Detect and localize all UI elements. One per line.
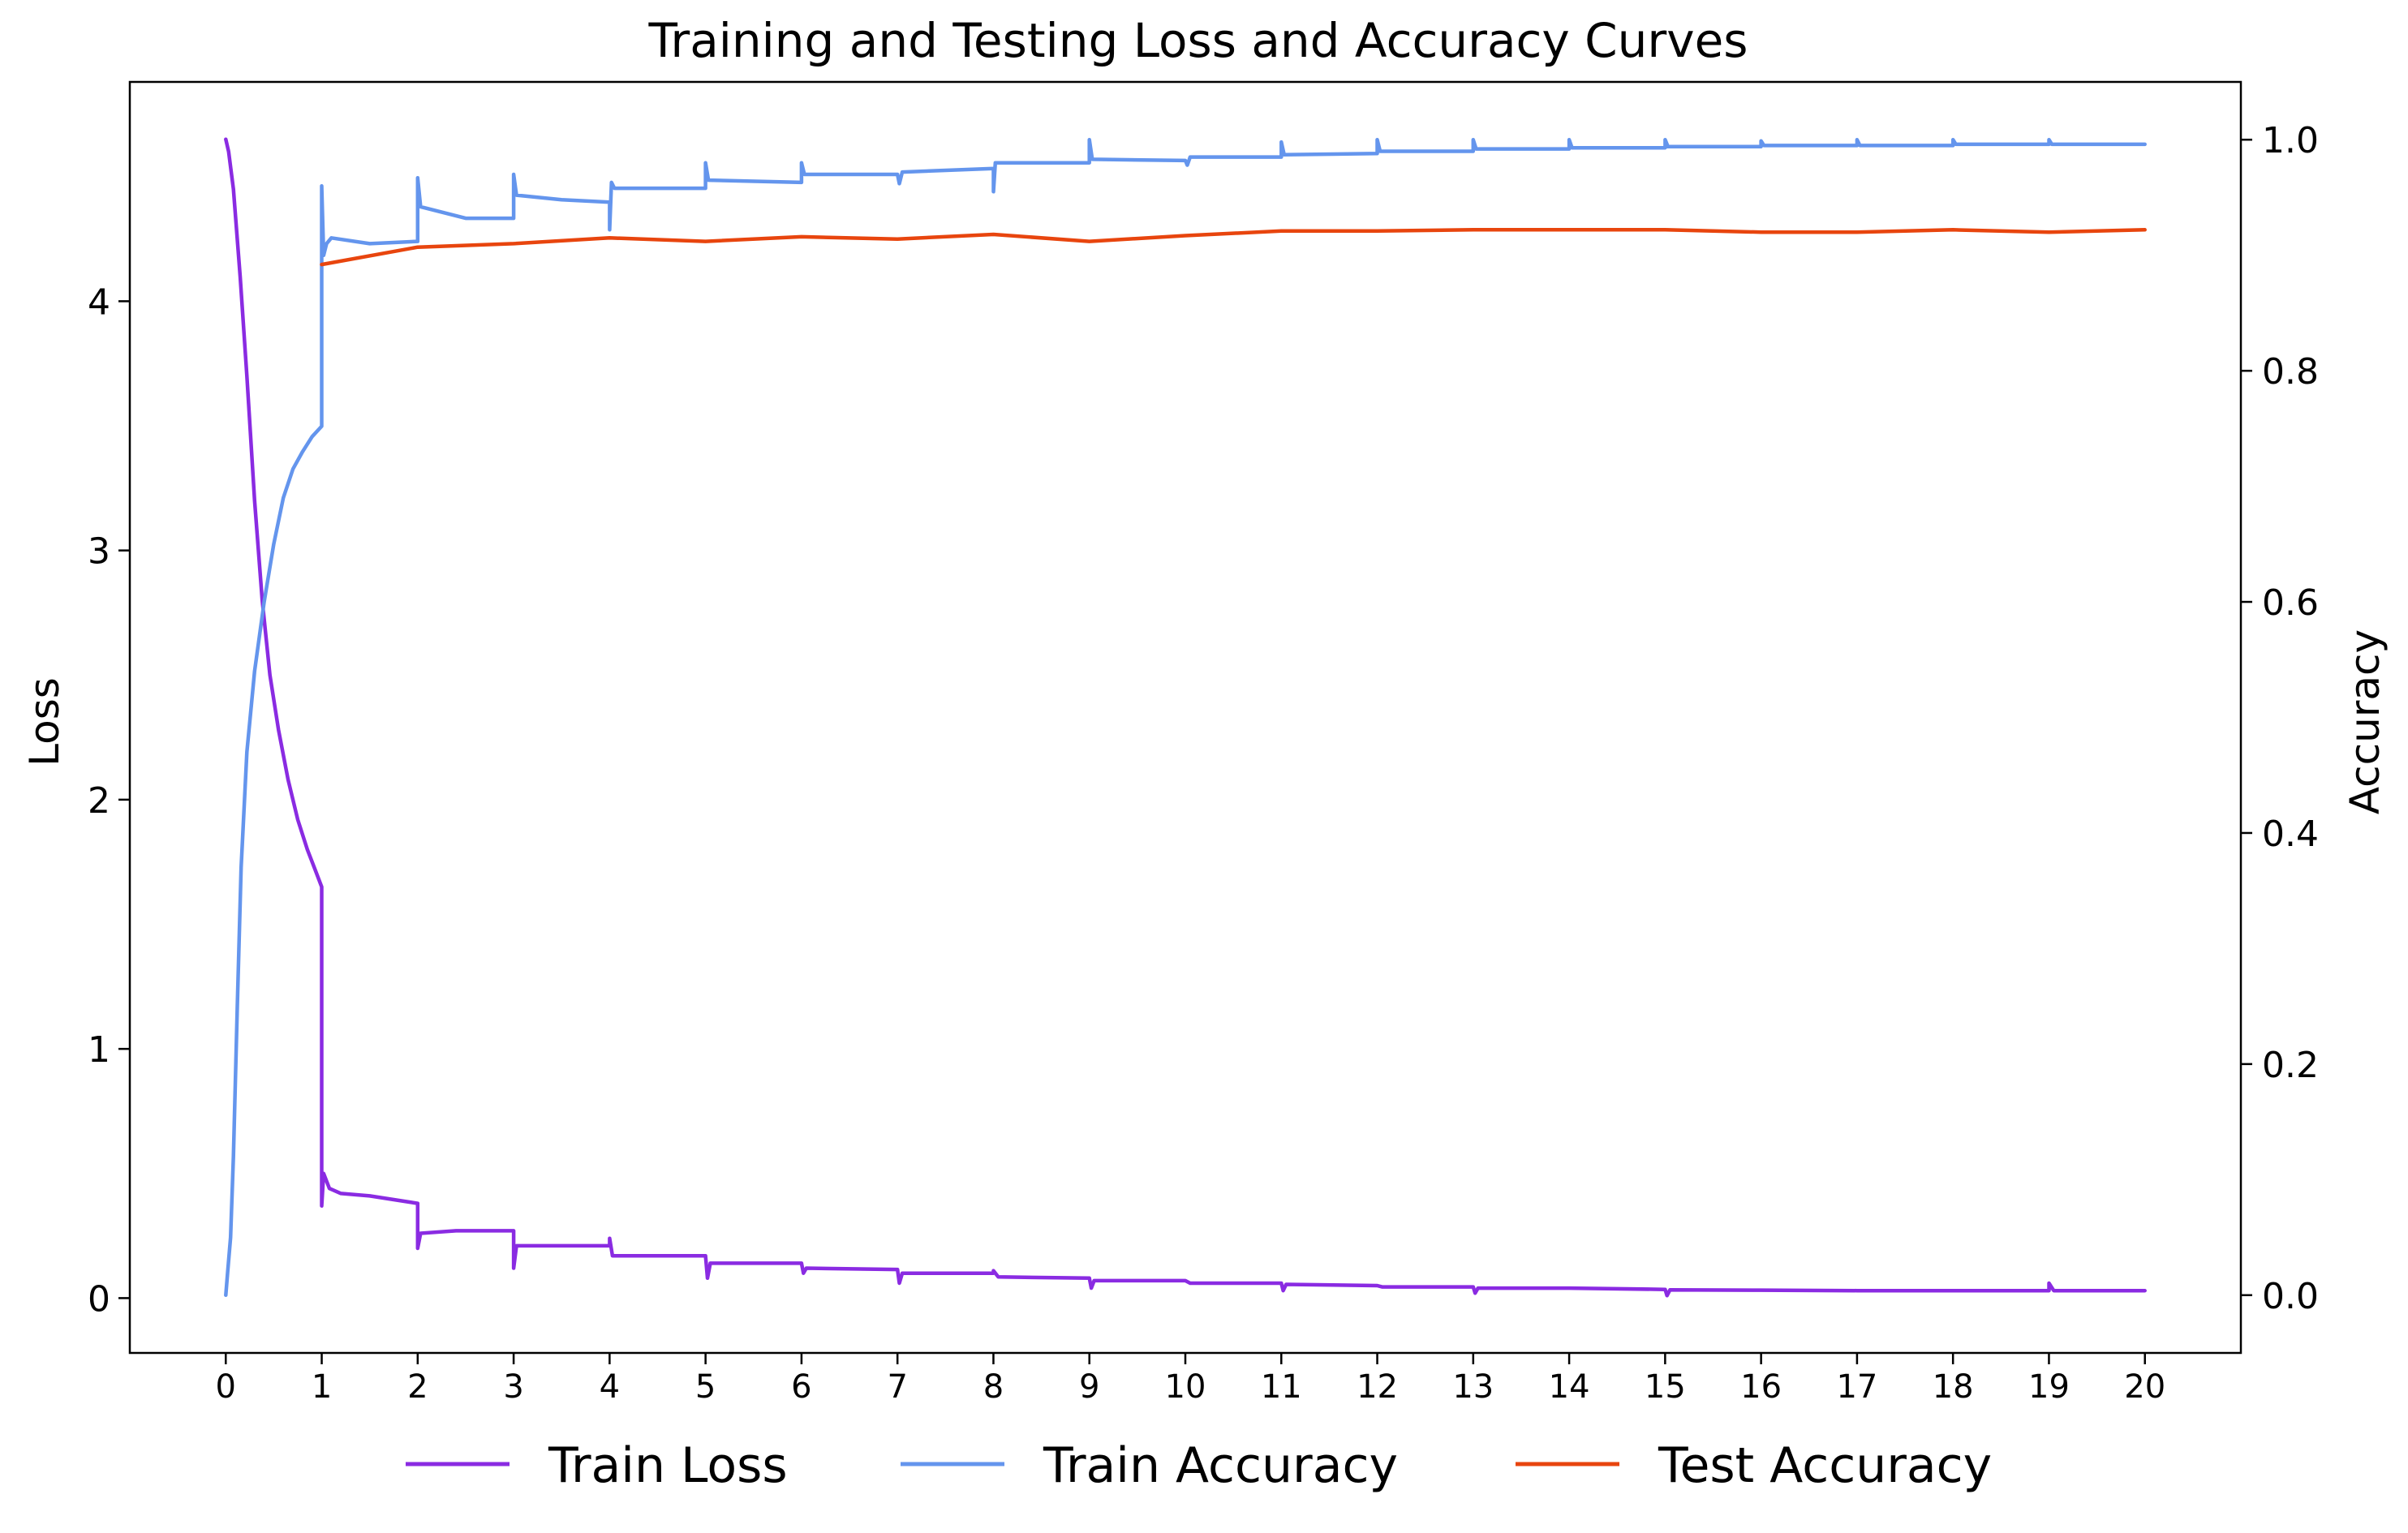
chart-title: Training and Testing Loss and Accuracy C… bbox=[648, 13, 1748, 68]
y-right-tick-label: 0.2 bbox=[2262, 1045, 2319, 1086]
x-tick-label: 15 bbox=[1645, 1368, 1686, 1406]
y-axis-left: 0 1 2 3 4 bbox=[88, 281, 130, 1320]
y-right-tick-label: 0.8 bbox=[2262, 351, 2319, 393]
x-tick-label: 7 bbox=[887, 1368, 907, 1406]
series-line-train-loss bbox=[224, 137, 2147, 1298]
x-tick-label: 20 bbox=[2124, 1368, 2165, 1406]
x-tick-label: 19 bbox=[2028, 1368, 2070, 1406]
y-right-tick-label: 0.4 bbox=[2262, 814, 2319, 855]
x-tick-label: 0 bbox=[216, 1368, 236, 1406]
series-line-train-accuracy bbox=[224, 137, 2147, 1298]
y-right-tick-label: 0.0 bbox=[2262, 1276, 2319, 1317]
x-tick-label: 3 bbox=[503, 1368, 523, 1406]
legend-label: Test Accuracy bbox=[1658, 1437, 1992, 1494]
y-left-tick-label: 0 bbox=[88, 1278, 110, 1320]
x-tick-label: 1 bbox=[312, 1368, 332, 1406]
y-left-tick-label: 1 bbox=[88, 1029, 110, 1071]
x-tick-label: 8 bbox=[983, 1368, 1004, 1406]
y-right-tick-label: 1.0 bbox=[2262, 120, 2319, 161]
y-left-tick-label: 3 bbox=[88, 531, 110, 573]
legend: Train Loss Train Accuracy Test Accuracy bbox=[406, 1437, 1992, 1494]
x-tick-label: 10 bbox=[1165, 1368, 1206, 1406]
x-tick-label: 12 bbox=[1357, 1368, 1398, 1406]
y-axis-right: 0.0 0.2 0.4 0.6 0.8 1.0 bbox=[2241, 120, 2319, 1317]
y-left-tick-label: 4 bbox=[88, 281, 110, 323]
legend-label: Train Loss bbox=[548, 1437, 788, 1494]
x-tick-label: 5 bbox=[695, 1368, 716, 1406]
x-tick-label: 2 bbox=[407, 1368, 428, 1406]
x-tick-label: 6 bbox=[791, 1368, 811, 1406]
series-layer bbox=[224, 137, 2147, 1298]
x-tick-label: 17 bbox=[1836, 1368, 1877, 1406]
y-right-tick-label: 0.6 bbox=[2262, 582, 2319, 624]
y-left-tick-label: 2 bbox=[88, 780, 110, 822]
x-tick-label: 4 bbox=[600, 1368, 620, 1406]
x-tick-label: 14 bbox=[1549, 1368, 1590, 1406]
series-line-test-accuracy bbox=[320, 228, 2147, 267]
x-axis: 0 1 2 3 4 5 6 7 8 9 10 11 12 13 14 15 16 17 18 19 20 bbox=[216, 1353, 2165, 1406]
y-axis-left-label: Loss bbox=[21, 677, 68, 766]
x-tick-label: 9 bbox=[1079, 1368, 1099, 1406]
x-tick-label: 18 bbox=[1933, 1368, 1974, 1406]
x-tick-label: 13 bbox=[1452, 1368, 1494, 1406]
x-tick-label: 16 bbox=[1740, 1368, 1782, 1406]
x-tick-label: 11 bbox=[1261, 1368, 1302, 1406]
y-axis-right-label: Accuracy bbox=[2341, 629, 2389, 814]
legend-label: Train Accuracy bbox=[1043, 1437, 1398, 1494]
